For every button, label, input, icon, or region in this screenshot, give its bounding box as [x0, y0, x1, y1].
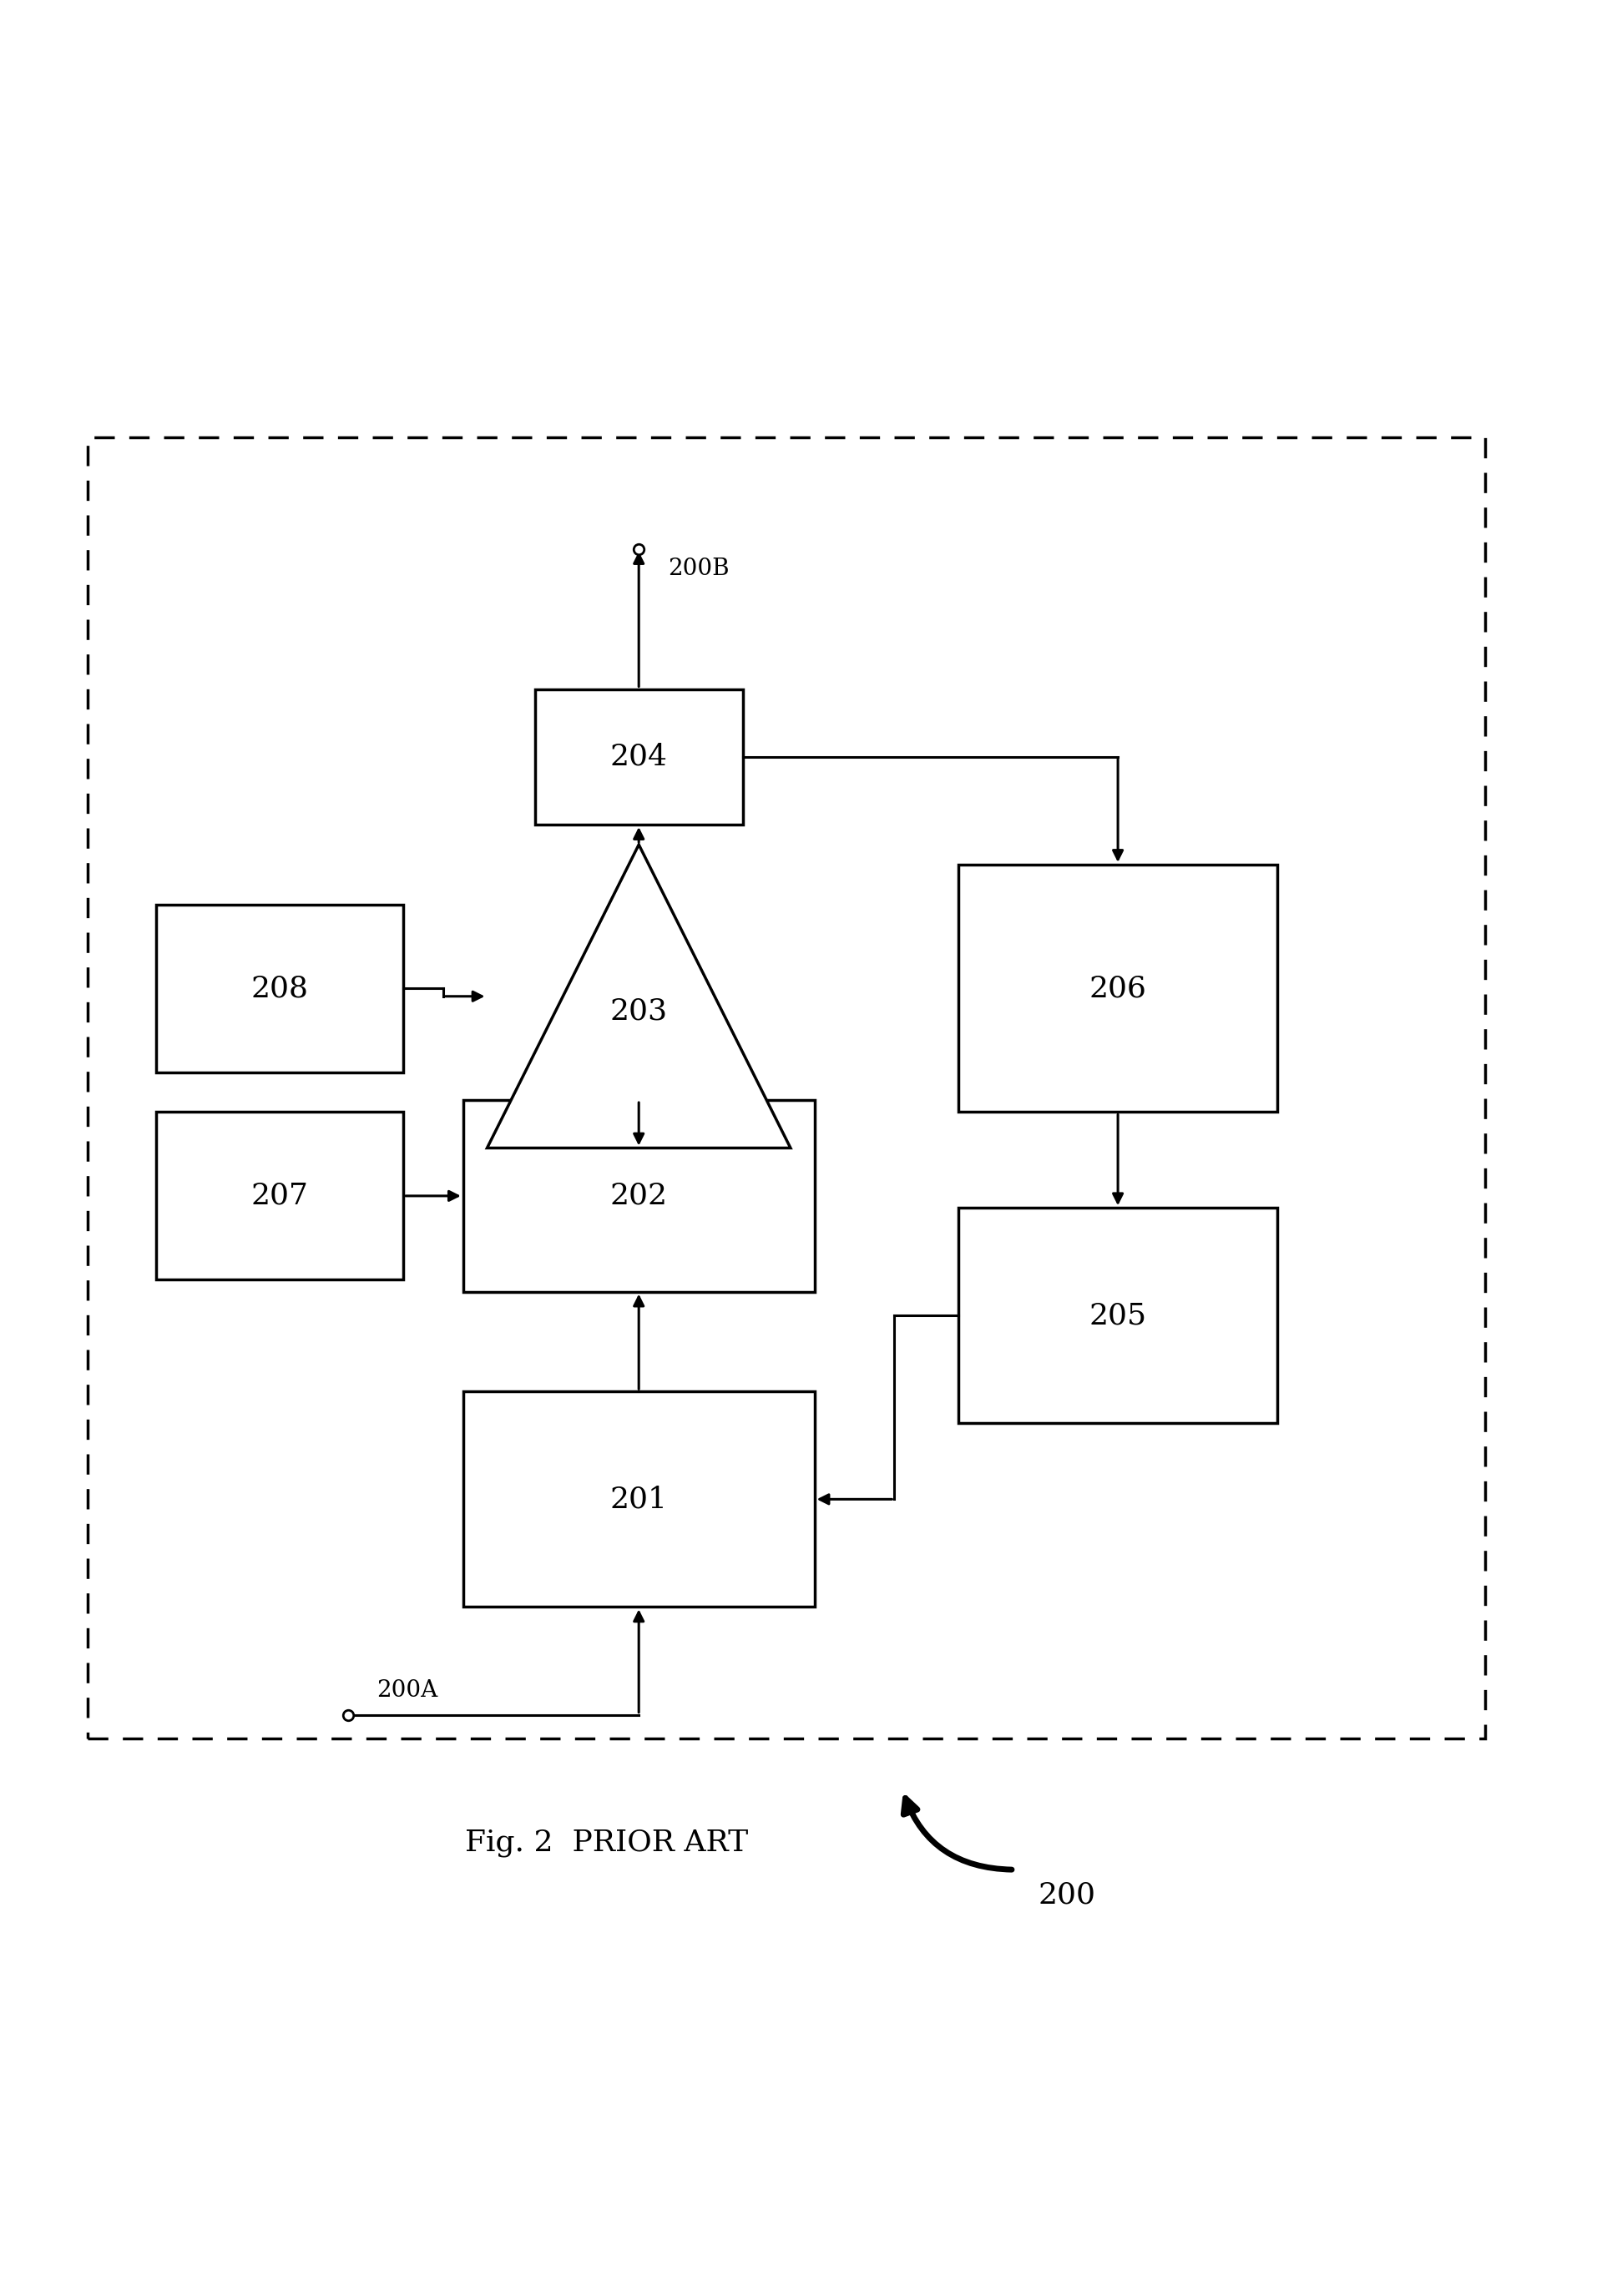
Text: 200A: 200A: [377, 1678, 438, 1701]
Bar: [88, 439, 1485, 1738]
Bar: [463, 1100, 814, 1293]
Text: 207: 207: [251, 1182, 308, 1210]
Bar: [155, 1111, 402, 1279]
Bar: [535, 689, 743, 824]
Text: 205: 205: [1089, 1302, 1147, 1329]
Text: Fig. 2  PRIOR ART: Fig. 2 PRIOR ART: [465, 1828, 749, 1857]
Text: 202: 202: [610, 1182, 668, 1210]
Text: 203: 203: [610, 996, 668, 1026]
Bar: [155, 905, 402, 1072]
Text: 200: 200: [1038, 1880, 1096, 1910]
Text: 206: 206: [1089, 974, 1147, 1003]
Text: 200B: 200B: [668, 558, 728, 581]
Bar: [958, 866, 1278, 1111]
Bar: [958, 1208, 1278, 1424]
Polygon shape: [487, 845, 791, 1148]
Text: 201: 201: [610, 1486, 668, 1513]
Text: 204: 204: [610, 742, 668, 771]
Bar: [463, 1391, 814, 1607]
Text: 208: 208: [251, 974, 308, 1003]
